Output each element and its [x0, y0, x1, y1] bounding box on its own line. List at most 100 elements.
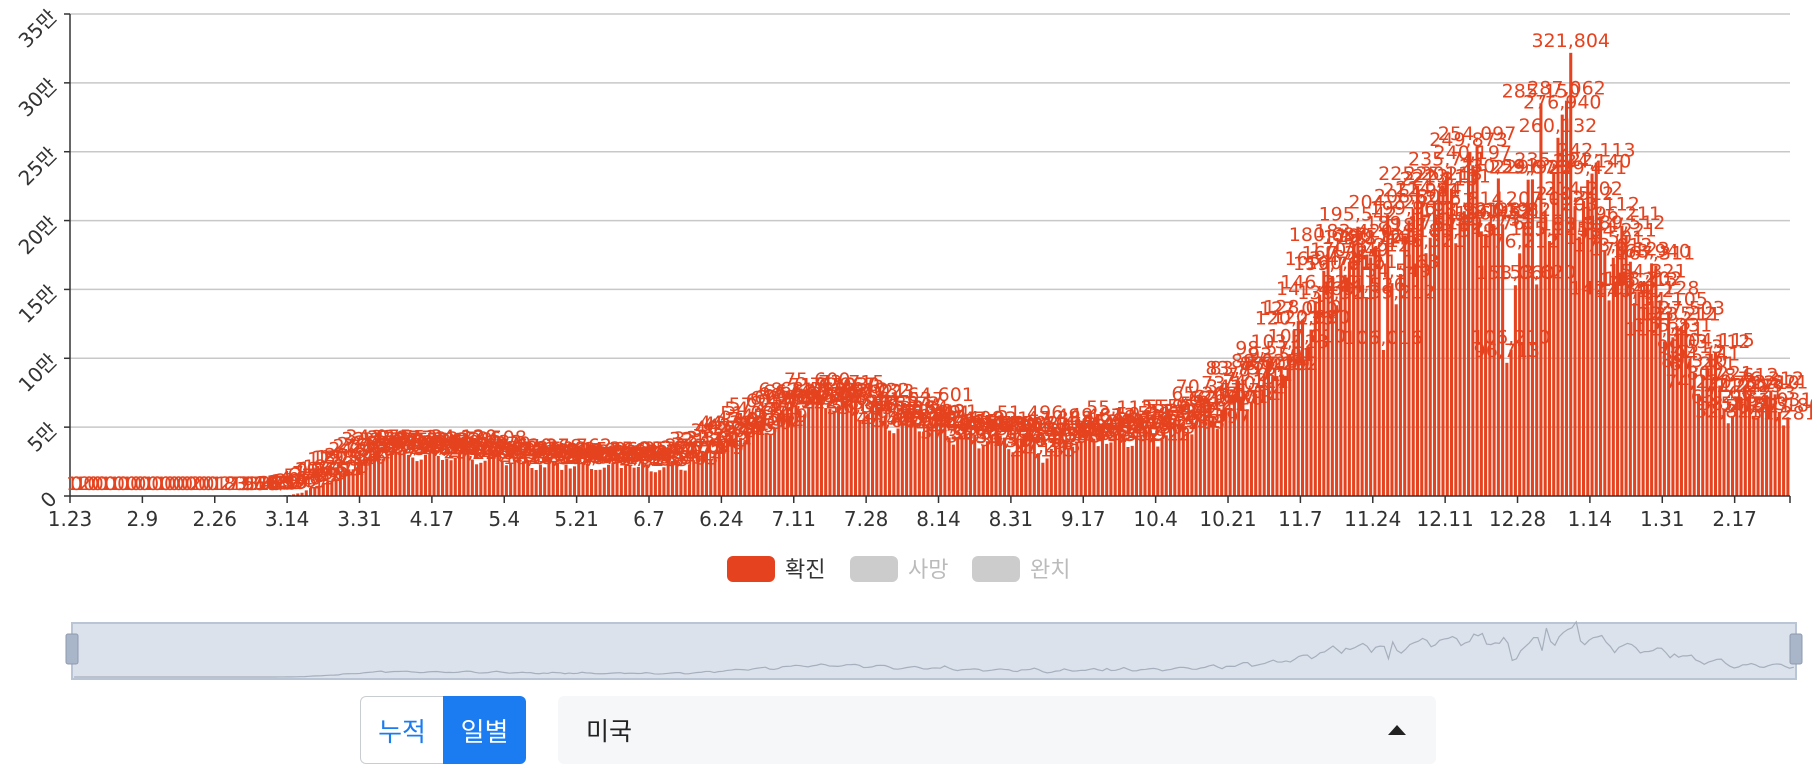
bar — [598, 469, 602, 496]
data-label: 57,236 — [729, 394, 795, 416]
country-select[interactable]: 미국 — [558, 696, 1436, 764]
bar — [462, 449, 466, 496]
bar — [1173, 418, 1177, 496]
bar — [1782, 425, 1786, 496]
data-label: 71,201 — [1704, 375, 1770, 397]
data-label: 192,173 — [1442, 208, 1521, 230]
data-label: 178,501 — [1566, 227, 1645, 249]
bar — [998, 435, 1002, 496]
bar — [934, 425, 938, 496]
data-label: 44,091 — [929, 412, 995, 434]
data-label: 203,112 — [1561, 193, 1640, 215]
bar — [756, 421, 760, 496]
data-label: 25,540 — [643, 438, 709, 460]
data-label: 25,501 — [469, 438, 535, 460]
data-label: 128,010 — [1263, 297, 1342, 319]
bar — [1756, 418, 1760, 496]
bar — [360, 461, 364, 496]
bar — [1139, 435, 1143, 496]
data-label: 58,213 — [1699, 393, 1765, 415]
data-label: 24,266 — [580, 440, 646, 462]
bar — [1641, 291, 1645, 496]
bar — [470, 459, 474, 496]
data-label: 31,463 — [682, 430, 748, 452]
bar — [381, 458, 385, 496]
bar — [1688, 358, 1692, 496]
data-label: 62,697 — [1193, 387, 1259, 409]
data-label: 49,813 — [1069, 404, 1135, 426]
data-label: 18,937 — [528, 447, 594, 469]
bar — [734, 435, 738, 496]
data-label: 19,064 — [648, 447, 714, 469]
bar — [1488, 221, 1492, 496]
data-label: 170,123 — [1591, 239, 1670, 261]
bar — [666, 463, 670, 496]
bar — [372, 451, 376, 496]
data-label: 68,212 — [822, 379, 888, 401]
bar — [458, 452, 462, 496]
bar — [1428, 237, 1432, 497]
bar — [1518, 253, 1522, 496]
data-label: 34,393 — [1035, 426, 1101, 448]
bar — [1773, 394, 1777, 496]
data-label: 8 — [224, 473, 236, 495]
data-label: 21,882 — [597, 443, 663, 465]
bar — [1458, 222, 1462, 496]
data-label: 47,408 — [937, 408, 1003, 430]
data-label: 52,471 — [1150, 401, 1216, 423]
data-label: 34,075 — [345, 426, 411, 448]
bar — [811, 401, 815, 496]
bar — [1075, 442, 1079, 496]
data-label: 148,702 — [1604, 268, 1683, 290]
bar — [1590, 173, 1594, 496]
data-label: 47,031 — [963, 408, 1029, 430]
bar — [1156, 446, 1160, 496]
data-label: 198,921 — [1421, 199, 1500, 221]
bar — [960, 435, 964, 496]
data-label: 38,865 — [1048, 419, 1114, 441]
data-label: 83,718 — [1210, 358, 1276, 380]
data-label: 63,323 — [797, 386, 863, 408]
x-tick-label: 12.28 — [1489, 507, 1546, 531]
data-label: 27,620 — [486, 435, 552, 457]
daily-button[interactable]: 일별 — [443, 696, 526, 764]
bar — [538, 464, 542, 496]
data-label: 285,150 — [1502, 80, 1581, 102]
bar — [1467, 151, 1471, 497]
x-tick-label: 3.14 — [265, 507, 310, 531]
data-label: 229,421 — [1548, 157, 1627, 179]
bar — [1122, 434, 1126, 496]
data-label: 260,132 — [1519, 115, 1598, 137]
data-label: 179,172 — [1323, 226, 1402, 248]
data-label: 0 — [87, 473, 99, 495]
data-label: 0 — [160, 473, 172, 495]
bar — [1143, 429, 1147, 496]
data-label: 18,813 — [311, 447, 377, 469]
data-label: 242,113 — [1557, 140, 1636, 162]
data-label: 60,209 — [746, 390, 812, 412]
cumulative-button[interactable]: 누적 — [360, 696, 443, 764]
data-label: 52,421 — [1163, 401, 1229, 423]
data-label: 40,589 — [1031, 417, 1097, 439]
bar — [721, 443, 726, 496]
data-label: 2 — [79, 473, 91, 495]
data-label: 25,346 — [384, 438, 450, 460]
data-label: 55,952 — [1142, 396, 1208, 418]
x-tick-label: 8.14 — [916, 507, 961, 531]
bar — [1054, 446, 1058, 496]
data-label: 20,568 — [571, 445, 637, 467]
data-label: 76,312 — [1738, 368, 1804, 390]
bar — [449, 460, 453, 496]
data-label: 47,010 — [716, 408, 782, 430]
bar — [1543, 210, 1547, 496]
bar — [513, 461, 517, 496]
data-label: 31,111 — [1005, 430, 1071, 452]
bar — [1096, 446, 1100, 496]
data-label: 87,281 — [1669, 353, 1735, 375]
data-label: 26,168 — [409, 437, 475, 459]
data-label: 187,576 — [1391, 215, 1470, 237]
bar — [1403, 235, 1407, 497]
bar — [815, 391, 819, 496]
data-label: 140,112 — [1595, 280, 1674, 302]
data-label: 0 — [126, 473, 138, 495]
